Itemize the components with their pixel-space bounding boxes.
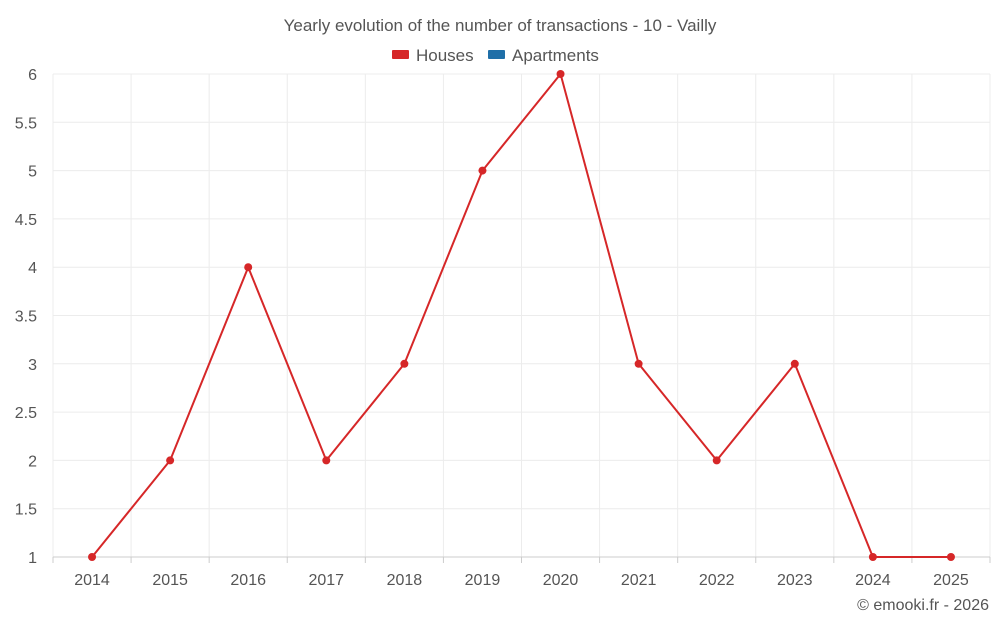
legend-item-apartments[interactable]: Apartments <box>488 46 599 65</box>
chart-title: Yearly evolution of the number of transa… <box>284 16 717 35</box>
y-tick-label: 2 <box>28 453 37 470</box>
y-tick-label: 1.5 <box>15 502 37 519</box>
data-point-houses-2022[interactable] <box>712 456 721 465</box>
x-tick-label: 2017 <box>308 572 344 589</box>
x-tick-label: 2015 <box>152 572 188 589</box>
x-tick-label: 2022 <box>699 572 735 589</box>
x-tick-label: 2020 <box>543 572 579 589</box>
x-tick-label: 2016 <box>230 572 266 589</box>
y-tick-label: 5.5 <box>15 115 37 132</box>
x-tick-label: 2019 <box>465 572 501 589</box>
data-point-houses-2018[interactable] <box>400 359 409 368</box>
data-point-houses-2023[interactable] <box>790 359 799 368</box>
series-houses <box>88 70 955 561</box>
x-axis-ticks: 2014 2015 2016 2017 2018 2019 2020 2021 2022 2023… <box>74 572 969 589</box>
data-point-houses-2016[interactable] <box>244 263 253 272</box>
y-tick-label: 3.5 <box>15 309 37 326</box>
y-tick-label: 6 <box>28 67 37 84</box>
legend-label-apartments: Apartments <box>512 46 599 65</box>
y-tick-label: 4 <box>28 260 37 277</box>
y-tick-label: 2.5 <box>15 405 37 422</box>
y-tick-label: 3 <box>28 357 37 374</box>
x-tick-label: 2025 <box>933 572 969 589</box>
credit-text: © emooki.fr - 2026 <box>857 597 989 614</box>
x-tick-label: 2023 <box>777 572 813 589</box>
grid <box>52 73 991 563</box>
data-point-houses-2020[interactable] <box>556 70 565 78</box>
series-line-houses <box>91 73 951 558</box>
y-tick-label: 1 <box>28 550 37 567</box>
data-point-houses-2017[interactable] <box>322 456 331 465</box>
data-point-houses-2024[interactable] <box>868 553 877 561</box>
legend-item-houses[interactable]: Houses <box>392 46 474 65</box>
x-tick-label: 2024 <box>855 572 891 589</box>
legend-label-houses: Houses <box>416 46 474 65</box>
data-point-houses-2025[interactable] <box>946 553 955 561</box>
data-point-houses-2019[interactable] <box>478 166 487 175</box>
x-tick-label: 2018 <box>387 572 423 589</box>
y-axis-ticks: 1 1.5 2 2.5 3 3.5 4 4.5 5 5.5 6 <box>15 67 37 567</box>
data-point-houses-2014[interactable] <box>88 553 97 561</box>
legend-swatch-apartments <box>488 50 505 59</box>
y-tick-label: 4.5 <box>15 212 37 229</box>
data-point-houses-2015[interactable] <box>166 456 175 465</box>
x-tick-label: 2014 <box>74 572 110 589</box>
data-point-houses-2021[interactable] <box>634 359 643 368</box>
x-tick-label: 2021 <box>621 572 657 589</box>
legend: Houses Apartments <box>392 46 599 65</box>
y-tick-label: 5 <box>28 164 37 181</box>
legend-swatch-houses <box>392 50 409 59</box>
